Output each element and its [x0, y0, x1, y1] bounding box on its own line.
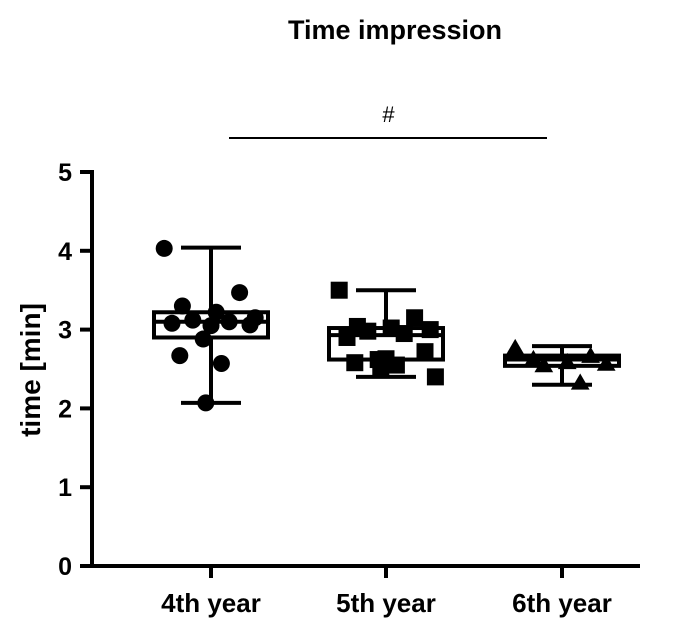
data-point: [416, 343, 434, 361]
data-point: [570, 373, 590, 390]
data-point: [202, 317, 220, 335]
y-tick-label: 5: [58, 159, 72, 187]
y-tick-label: 2: [58, 395, 72, 423]
y-tick-label: 4: [58, 238, 72, 266]
data-point: [524, 349, 543, 367]
y-tick-label: 3: [58, 317, 72, 345]
data-point: [155, 239, 173, 257]
y-axis-title: time [min]: [15, 303, 46, 437]
x-tick-label: 4th year: [161, 588, 261, 618]
data-point: [207, 303, 225, 321]
data-point: [330, 281, 348, 299]
data-point: [395, 325, 413, 343]
data-point: [231, 284, 249, 302]
data-point: [241, 316, 259, 334]
y-tick-label: 0: [58, 553, 72, 581]
data-point: [171, 347, 189, 365]
y-tick-label: 1: [58, 474, 72, 502]
data-point: [220, 313, 238, 331]
data-point: [372, 360, 390, 378]
data-point: [406, 309, 424, 327]
data-point: [581, 346, 600, 363]
plot-area: 0 1 2 3 4 5 4th year 5th year 6th year #: [58, 102, 640, 618]
data-point: [346, 354, 364, 372]
data-point: [596, 354, 616, 371]
data-point: [382, 319, 400, 337]
data-point: [534, 356, 554, 373]
data-point: [387, 356, 405, 374]
data-point: [421, 321, 439, 339]
data-point: [194, 330, 212, 348]
x-tick-label: 5th year: [336, 588, 436, 618]
data-point: [163, 314, 181, 332]
data-point: [426, 368, 444, 386]
data-point: [173, 297, 191, 315]
data-point: [359, 322, 377, 340]
data-point: [505, 338, 525, 355]
chart-title: Time impression: [288, 15, 502, 45]
data-point: [184, 311, 202, 329]
x-tick-label: 6th year: [512, 588, 612, 618]
data-point: [197, 394, 215, 412]
data-point: [557, 353, 577, 370]
data-point: [212, 354, 230, 372]
data-point: [338, 328, 356, 346]
significance-label: #: [382, 102, 395, 127]
